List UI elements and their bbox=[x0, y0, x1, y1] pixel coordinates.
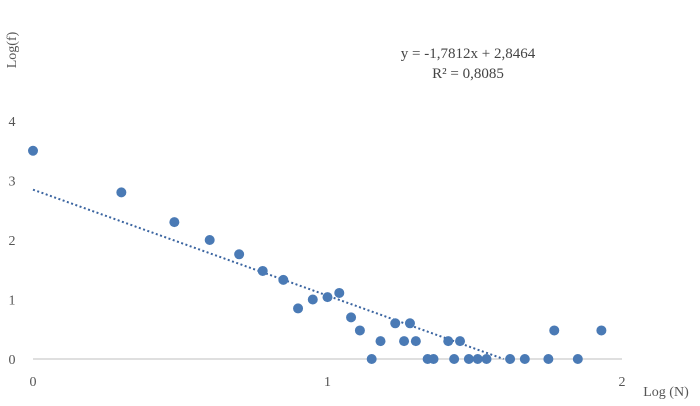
data-point bbox=[410, 336, 421, 347]
y-tick-label: 1 bbox=[9, 294, 16, 309]
data-point bbox=[278, 274, 289, 285]
data-point bbox=[572, 354, 583, 364]
linear-trendline bbox=[32, 188, 504, 360]
data-point bbox=[390, 318, 401, 329]
data-point bbox=[334, 287, 345, 298]
data-point bbox=[116, 187, 127, 198]
data-points bbox=[28, 145, 607, 364]
tick-labels: 0 1 2 0 1 2 3 4 bbox=[9, 115, 626, 390]
data-point bbox=[472, 354, 483, 364]
data-point bbox=[375, 336, 386, 347]
data-point bbox=[293, 303, 304, 314]
data-point bbox=[399, 336, 410, 347]
y-axis-label: Log(f) bbox=[5, 31, 20, 68]
data-point bbox=[346, 312, 357, 323]
x-axis-label: Log (N) bbox=[643, 385, 689, 400]
data-point bbox=[543, 354, 554, 364]
x-tick-label: 1 bbox=[324, 375, 331, 390]
data-point bbox=[505, 354, 516, 364]
data-point bbox=[549, 325, 560, 336]
y-tick-label: 0 bbox=[9, 353, 16, 368]
x-tick-label: 0 bbox=[30, 375, 37, 390]
data-point bbox=[443, 336, 454, 347]
data-point bbox=[234, 249, 245, 260]
data-point bbox=[257, 265, 268, 276]
data-point bbox=[449, 354, 460, 364]
data-point bbox=[354, 325, 365, 336]
data-point bbox=[428, 354, 439, 364]
data-point bbox=[307, 294, 318, 305]
data-point bbox=[204, 235, 215, 245]
data-point bbox=[322, 292, 333, 303]
trendline-group bbox=[32, 188, 504, 360]
data-point bbox=[481, 354, 492, 364]
data-point bbox=[519, 354, 530, 364]
data-point bbox=[596, 325, 607, 336]
trendline-r-squared: R² = 0,8085 bbox=[432, 66, 504, 82]
data-point bbox=[463, 354, 474, 364]
data-point bbox=[366, 354, 377, 364]
y-tick-label: 3 bbox=[9, 175, 16, 190]
data-point bbox=[404, 318, 415, 329]
y-tick-label: 4 bbox=[9, 115, 16, 130]
data-point bbox=[169, 217, 180, 228]
trendline-equation: y = -1,7812x + 2,8464 bbox=[401, 46, 536, 62]
x-tick-label: 2 bbox=[619, 375, 626, 390]
y-tick-label: 2 bbox=[9, 234, 16, 249]
data-point bbox=[28, 145, 38, 156]
data-point bbox=[455, 336, 466, 347]
